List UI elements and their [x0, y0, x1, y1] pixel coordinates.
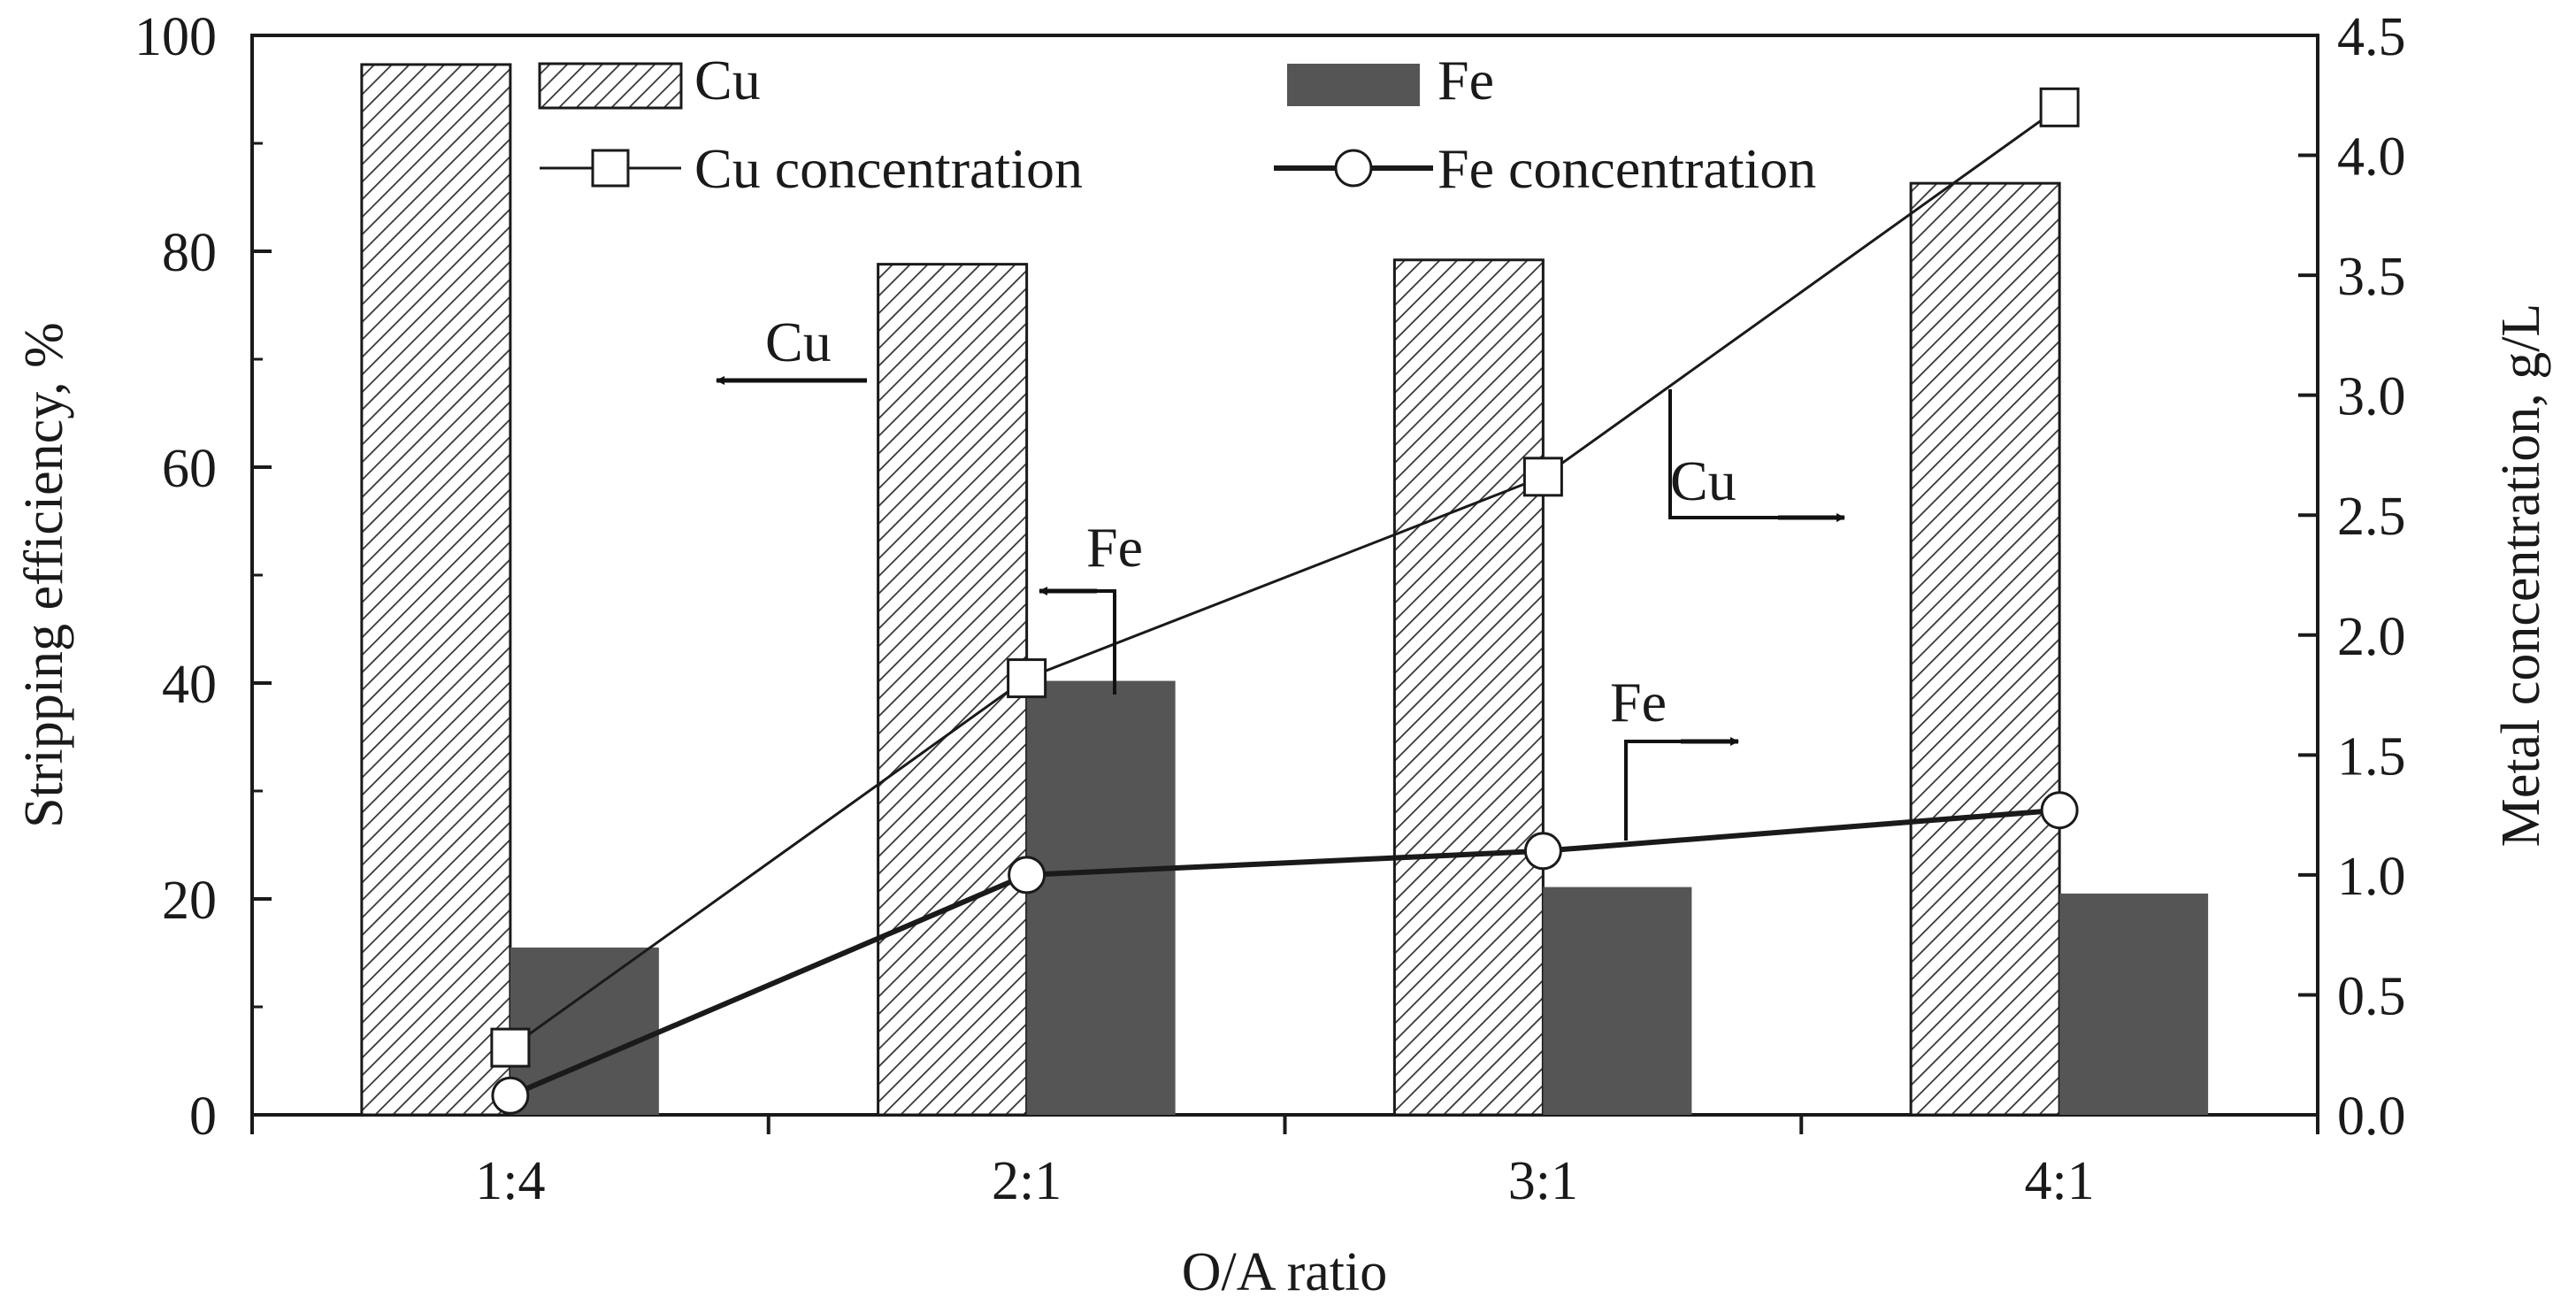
line-cu-concentration — [510, 106, 2060, 1049]
right-tick-label: 0.0 — [2337, 1086, 2406, 1147]
legend: Cu Fe Cu concentration Fe concentration — [538, 49, 1816, 200]
right-tick-label: 4.0 — [2337, 127, 2406, 188]
right-tick-label: 2.5 — [2337, 487, 2406, 547]
annotation-fe-left-label: Fe — [1086, 516, 1143, 579]
bar-fe — [2059, 893, 2209, 1115]
bar-fe — [1026, 680, 1176, 1115]
point-cu-concentration — [2039, 87, 2080, 127]
bar-fe — [1543, 887, 1692, 1115]
right-tick-label: 1.0 — [2337, 847, 2406, 907]
annotation-fe-bars: Fe — [1039, 516, 1143, 695]
right-axis: 0.0 0.5 1.0 1.5 2.0 2.5 3.0 3.5 4.0 4.5 — [2298, 7, 2406, 1147]
left-axis: 0 20 40 60 80 100 — [134, 7, 272, 1147]
left-tick-label: 80 — [162, 223, 217, 283]
legend-cu-concentration-marker — [591, 149, 630, 188]
legend-cu-concentration-label: Cu concentration — [694, 137, 1083, 200]
x-tick-label: 1:4 — [475, 1151, 545, 1211]
line-series — [490, 87, 2080, 1115]
annotation-fe-right-label: Fe — [1610, 671, 1667, 733]
left-tick-label: 100 — [134, 7, 217, 67]
point-fe-concentration — [1523, 832, 1562, 871]
point-cu-concentration — [490, 1027, 531, 1068]
y-axis-right-title: Metal concentration, g/L — [2491, 303, 2551, 848]
x-axis-title: O/A ratio — [1182, 1242, 1387, 1302]
point-fe-concentration — [2040, 791, 2079, 830]
x-tick-label: 4:1 — [2025, 1151, 2095, 1211]
annotation-cu-left-label: Cu — [765, 311, 832, 373]
y-axis-left-title: Stripping efficiency, % — [14, 322, 74, 828]
x-tick-label: 2:1 — [992, 1151, 1062, 1211]
left-tick-label: 60 — [162, 439, 217, 499]
legend-fe-concentration-label: Fe concentration — [1438, 137, 1816, 200]
legend-fe-swatch — [1287, 64, 1420, 106]
annotation-cu-right-label: Cu — [1670, 449, 1736, 512]
right-tick-label: 3.5 — [2337, 247, 2406, 307]
annotation-cu-bars: Cu — [716, 311, 867, 385]
bar-cu — [360, 63, 512, 1117]
line-fe-concentration — [509, 807, 2060, 1099]
annotation-cu-line: Cu — [1668, 389, 1845, 522]
annotation-fe-right-leader — [1624, 740, 1681, 841]
annotation-fe-left-leader — [1097, 589, 1116, 695]
point-cu-concentration — [1007, 658, 1047, 699]
left-tick-label: 20 — [162, 871, 217, 931]
legend-cu-label: Cu — [694, 49, 761, 111]
right-tick-label: 0.5 — [2337, 966, 2406, 1026]
point-fe-concentration — [491, 1076, 530, 1115]
legend-cu-swatch — [538, 62, 683, 110]
bar-cu — [1909, 181, 2061, 1117]
bar-cu — [1392, 258, 1545, 1117]
legend-fe-concentration-marker — [1334, 149, 1373, 188]
bar-series — [360, 63, 2209, 1117]
point-fe-concentration — [1008, 856, 1046, 895]
legend-fe-label: Fe — [1438, 49, 1494, 111]
annotation-cu-right-leader — [1668, 389, 1778, 519]
right-tick-label: 3.0 — [2337, 367, 2406, 427]
bar-cu — [877, 263, 1029, 1117]
left-tick-label: 0 — [189, 1086, 217, 1147]
x-tick-label: 3:1 — [1508, 1151, 1578, 1211]
right-tick-label: 1.5 — [2337, 726, 2406, 787]
left-tick-label: 40 — [162, 655, 217, 715]
annotation-fe-line: Fe — [1610, 671, 1739, 841]
bottom-axis: 1:4 2:1 3:1 4:1 — [250, 1115, 2319, 1211]
point-cu-concentration — [1522, 457, 1563, 497]
right-tick-label: 2.0 — [2337, 607, 2406, 667]
right-tick-label: 4.5 — [2337, 7, 2406, 67]
